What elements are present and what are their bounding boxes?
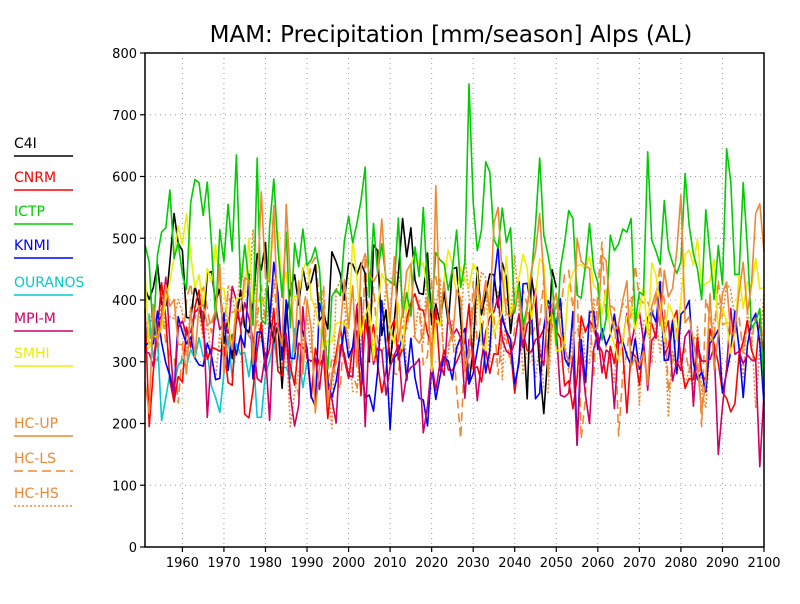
y-tick-label: 400 [112, 294, 137, 309]
series-line-hc-up [144, 185, 765, 415]
x-tick-label: 2080 [664, 556, 697, 571]
legend-label-knmi: KNMI [14, 238, 50, 254]
x-tick-label: 2000 [332, 556, 365, 571]
legend: C4I CNRM ICTP KNMI OURANOS MPI-M SMHI HC-UP HC-L… [14, 136, 84, 507]
y-tick-label: 600 [112, 171, 137, 186]
x-tick-label: 2020 [415, 556, 448, 571]
plot-frame [144, 52, 765, 548]
y-tick-label: 800 [112, 47, 137, 62]
y-tick-label: 500 [112, 232, 137, 247]
x-tick-label: 1980 [249, 556, 282, 571]
y-tick-label: 200 [112, 418, 137, 433]
x-tick-label: 2070 [623, 556, 656, 571]
legend-label-hc-ls: HC-LS [14, 451, 56, 467]
x-tick-label: 2100 [747, 556, 780, 571]
legend-label-hc-up: HC-UP [14, 416, 58, 432]
x-tick-label: 2060 [581, 556, 614, 571]
x-tick-label: 2050 [540, 556, 573, 571]
series-line-mpi-m [144, 276, 765, 468]
x-tick-label: 2030 [457, 556, 490, 571]
x-tick-label: 2010 [374, 556, 407, 571]
grid-lines [145, 53, 764, 547]
x-tick-label: 1970 [207, 556, 240, 571]
x-tick-label: 1960 [166, 556, 199, 571]
legend-label-ictp: ICTP [14, 204, 45, 220]
legend-label-c4i: C4I [14, 136, 37, 152]
y-tick-label: 100 [112, 479, 137, 494]
x-tick-label: 2090 [706, 556, 739, 571]
legend-label-hc-hs: HC-HS [14, 486, 59, 502]
y-tick-label: 0 [129, 541, 137, 556]
axes: 0 100 200 300 400 500 600 700 800 1960 1970 1980 199… [112, 47, 780, 571]
legend-label-ouranos: OURANOS [14, 275, 84, 291]
legend-label-mpi-m: MPI-M [14, 311, 56, 327]
legend-label-cnrm: CNRM [14, 170, 56, 186]
x-tick-label: 2040 [498, 556, 531, 571]
chart-title: MAM: Precipitation [mm/season] Alps (AL) [210, 22, 693, 48]
x-tick-label: 1990 [290, 556, 323, 571]
legend-label-smhi: SMHI [14, 346, 50, 362]
y-tick-label: 700 [112, 109, 137, 124]
y-tick-label: 300 [112, 356, 137, 371]
series-line-ictp [144, 83, 765, 387]
series-lines [144, 83, 765, 468]
